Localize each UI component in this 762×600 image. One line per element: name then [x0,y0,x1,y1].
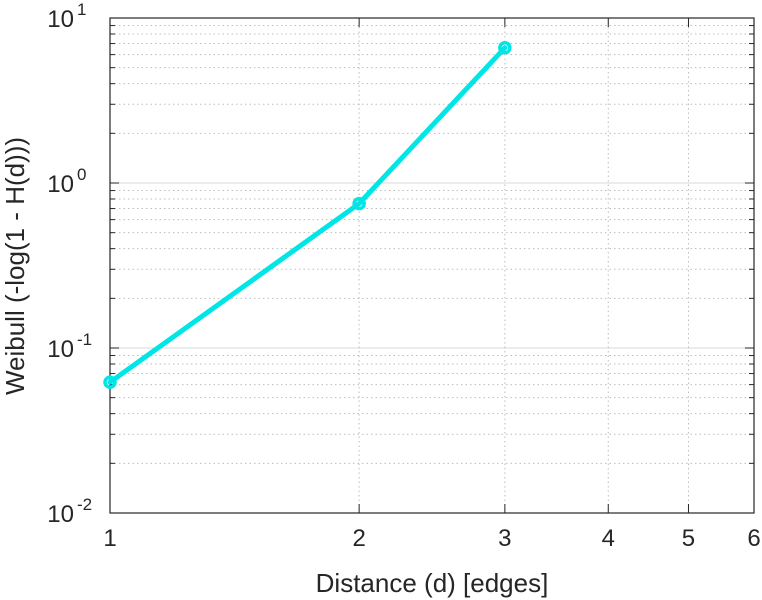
series-line [107,45,508,385]
x-tick-label: 2 [352,525,365,552]
series-layer [103,41,512,390]
plot-background [110,18,754,513]
y-tick-label-exponent: 0 [77,165,86,184]
y-tick-label-base: 10 [47,6,74,33]
y-tick-label-exponent: 1 [77,0,86,19]
x-tick-label: 3 [498,525,511,552]
x-tick-label: 5 [682,525,695,552]
y-tick-label-exponent: -2 [77,495,92,514]
y-tick-label: 10 -1 [47,330,92,363]
y-tick-label: 10 0 [47,165,86,198]
data-point [103,375,117,390]
plot-frame [109,17,755,514]
x-axis-title: Distance (d) [edges] [316,568,549,598]
data-point [352,196,366,211]
x-tick-labels: 1 2 3 4 5 6 [103,525,760,552]
y-tick-label-base: 10 [47,336,74,363]
x-tick-label: 1 [103,525,116,552]
y-tick-label-base: 10 [47,501,74,528]
y-tick-label: 10 1 [47,0,86,33]
data-point [498,41,512,55]
y-tick-label-exponent: -1 [77,330,92,349]
y-tick-label: 10 -2 [47,495,92,528]
y-tick-label-base: 10 [47,171,74,198]
x-tick-label: 6 [747,525,760,552]
x-tick-label: 4 [602,525,615,552]
y-axis-title: Weibull (-log(1 - H(d))) [0,137,30,395]
